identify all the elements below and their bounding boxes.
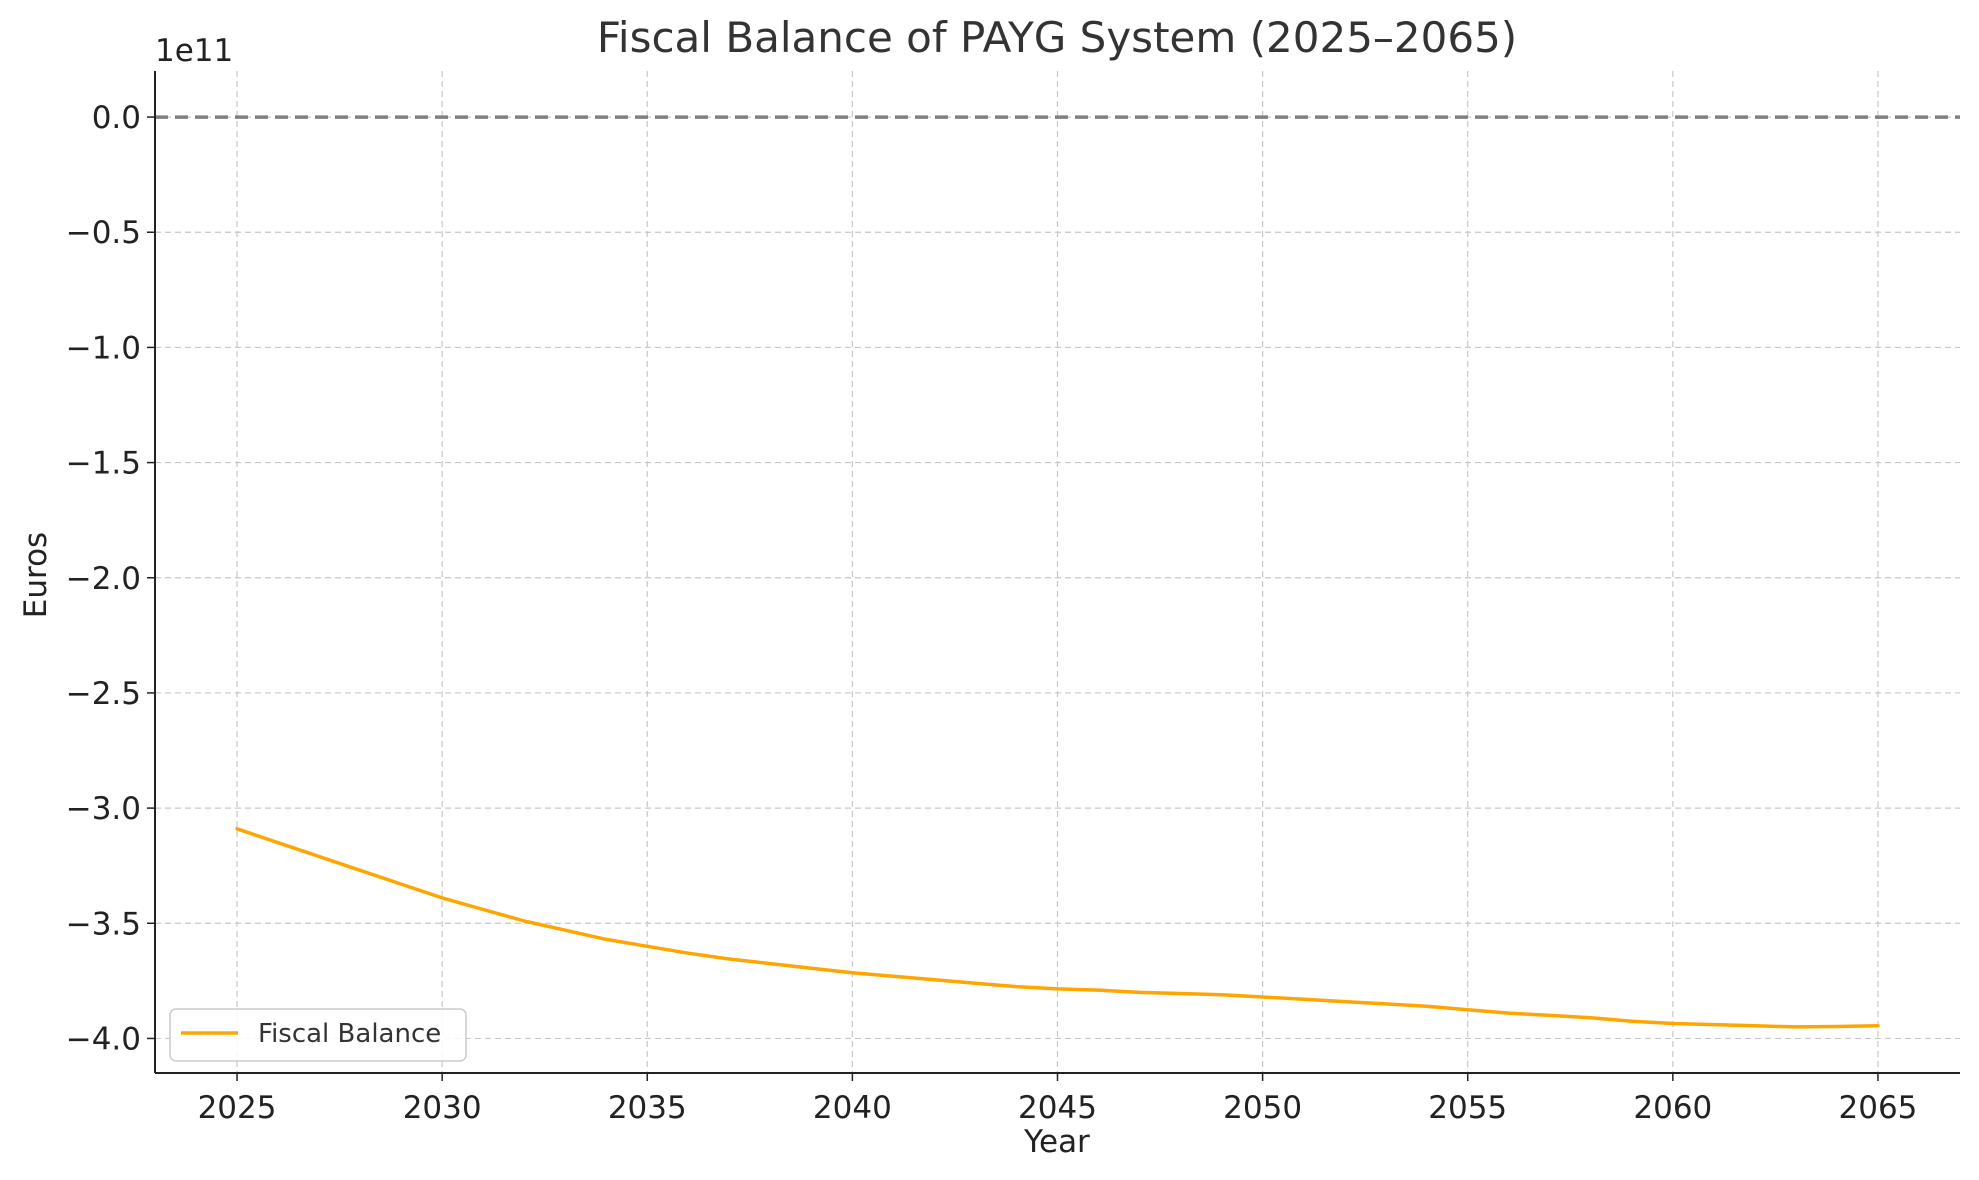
y-tick-label: −0.5 bbox=[66, 215, 141, 251]
legend-label: Fiscal Balance bbox=[258, 1019, 441, 1049]
x-axis-title: Year bbox=[1023, 1124, 1090, 1160]
x-tick-label: 2055 bbox=[1428, 1090, 1507, 1126]
y-tick-label: −2.0 bbox=[66, 561, 141, 597]
y-tick-label: −1.5 bbox=[66, 446, 141, 482]
y-tick-label: −1.0 bbox=[66, 330, 141, 366]
legend-box bbox=[169, 1008, 467, 1062]
x-tick-label: 2065 bbox=[1839, 1090, 1918, 1126]
grid-layer bbox=[155, 71, 1960, 1073]
series-layer bbox=[235, 827, 1880, 1029]
ticks-layer: 2025 2030 2035 2040 2045 2050 2055 2060 2065 0.0 −… bbox=[66, 100, 1918, 1126]
legend: Fiscal Balance bbox=[169, 1008, 467, 1062]
x-tick-label: 2060 bbox=[1633, 1090, 1712, 1126]
x-tick-label: 2025 bbox=[198, 1090, 277, 1126]
y-tick-label: 0.0 bbox=[92, 100, 141, 136]
x-tick-label: 2050 bbox=[1223, 1090, 1302, 1126]
y-axis-title: Euros bbox=[18, 532, 54, 618]
y-tick-label: −4.0 bbox=[66, 1021, 141, 1057]
x-tick-label: 2030 bbox=[403, 1090, 482, 1126]
y-axis-offset-label: 1e11 bbox=[155, 33, 233, 69]
x-tick-label: 2045 bbox=[1018, 1090, 1097, 1126]
y-tick-label: −3.5 bbox=[66, 906, 141, 942]
y-tick-label: −3.0 bbox=[66, 791, 141, 827]
series-line-fiscal-balance bbox=[235, 827, 1880, 1029]
x-tick-label: 2035 bbox=[608, 1090, 687, 1126]
y-tick-label: −2.5 bbox=[66, 676, 141, 712]
x-tick-label: 2040 bbox=[813, 1090, 892, 1126]
chart-title: Fiscal Balance of PAYG System (2025–2065… bbox=[597, 13, 1517, 62]
